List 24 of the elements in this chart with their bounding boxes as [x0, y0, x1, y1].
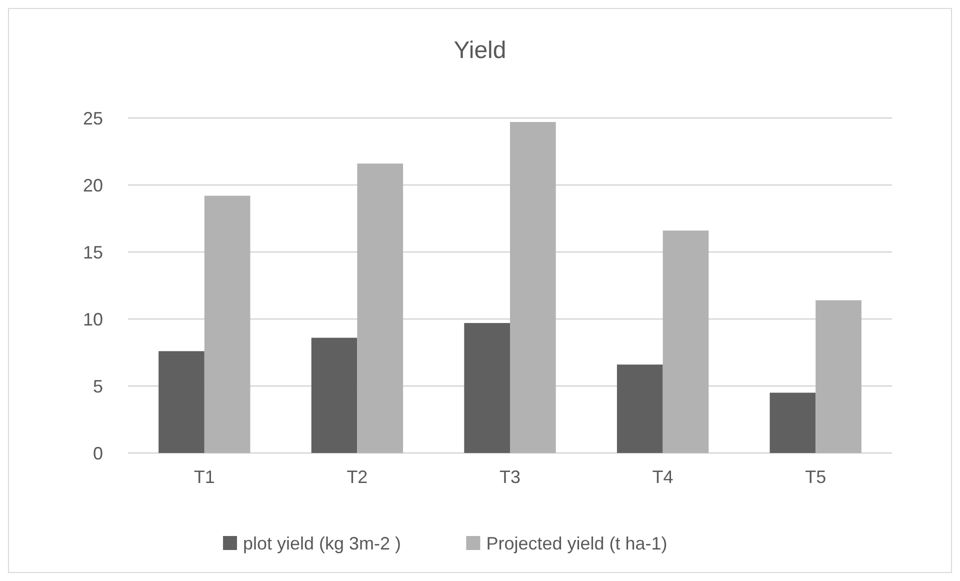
bar	[204, 196, 250, 453]
x-tick-label: T3	[499, 467, 521, 487]
x-tick-label: T4	[652, 467, 674, 487]
y-tick-label: 10	[82, 309, 103, 330]
x-tick-label: T2	[346, 467, 368, 487]
bar	[464, 323, 510, 453]
x-tick-label: T1	[194, 467, 215, 487]
y-tick-label: 20	[82, 175, 103, 196]
bar	[158, 351, 204, 453]
y-tick-label: 15	[82, 242, 103, 262]
bar	[357, 164, 404, 453]
bar	[311, 338, 358, 453]
chart-title: Yield	[454, 37, 506, 64]
y-tick-label: 0	[92, 443, 103, 464]
x-tick-label: T5	[805, 467, 826, 487]
legend-label: plot yield (kg 3m-2 )	[243, 533, 402, 554]
bar	[616, 364, 663, 453]
bar	[816, 300, 862, 453]
bar	[770, 392, 816, 453]
y-tick-label: 5	[92, 376, 103, 396]
legend-label: Projected yield (t ha-1)	[486, 533, 668, 554]
bar	[510, 122, 556, 453]
y-tick-label: 25	[82, 108, 103, 128]
bar	[662, 230, 709, 453]
